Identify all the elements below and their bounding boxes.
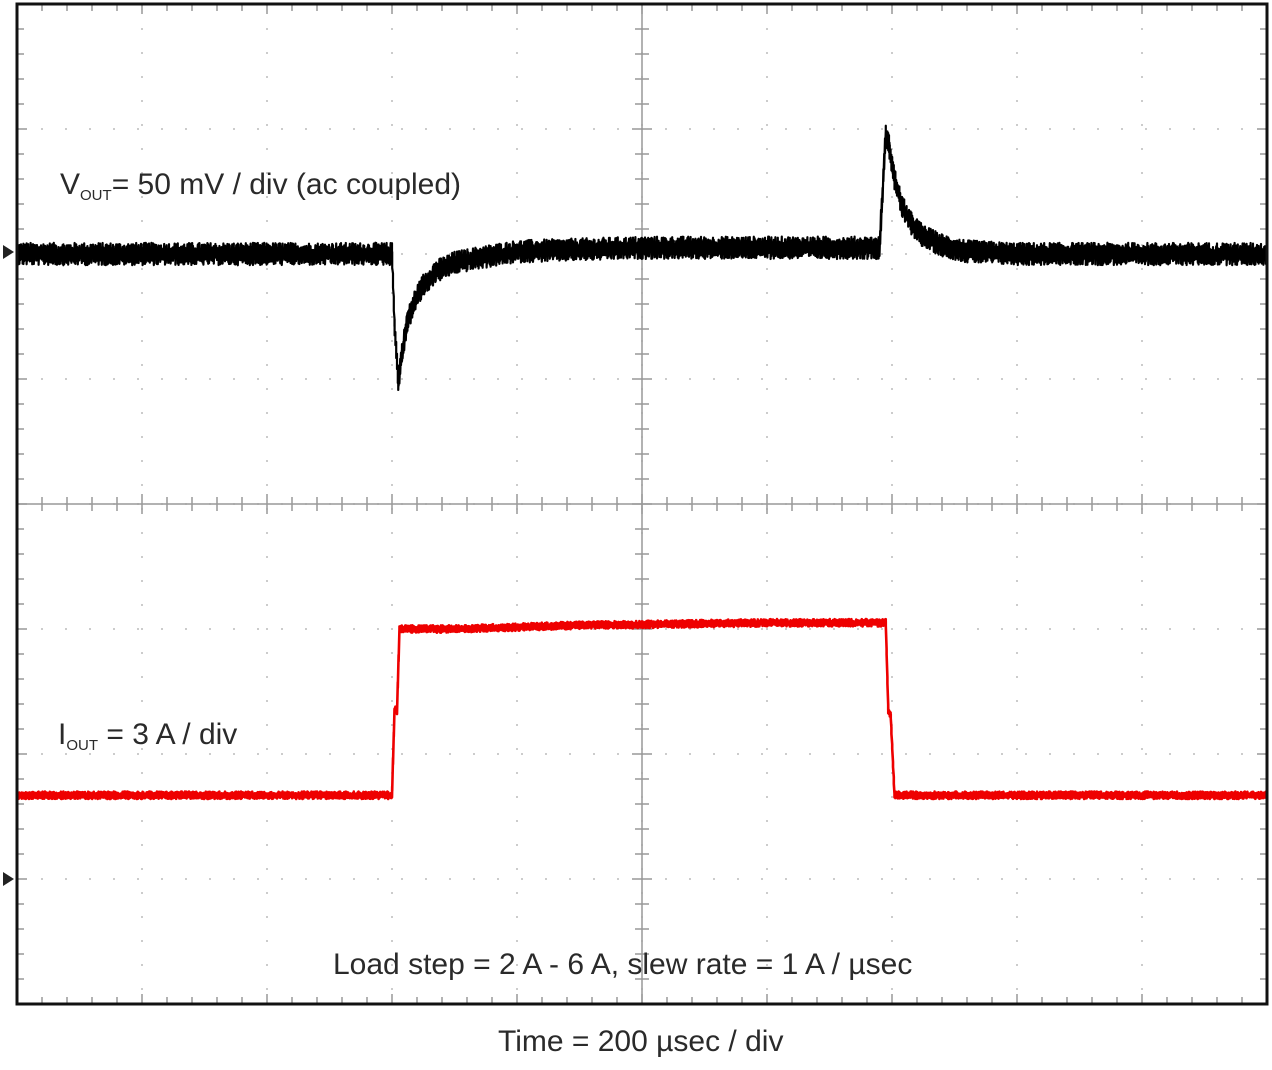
time-scale-label: Time = 200 µsec / div xyxy=(498,1025,784,1058)
iout-ground-marker xyxy=(3,872,14,886)
vout-ground-marker xyxy=(3,245,14,259)
iout-trace xyxy=(15,617,1269,801)
iout-scale-label: IOUT = 3 A / div xyxy=(58,718,238,754)
vout-trace xyxy=(15,124,1269,392)
traces xyxy=(15,124,1269,801)
vout-scale-label: VOUT= 50 mV / div (ac coupled) xyxy=(60,168,462,204)
grid xyxy=(16,3,1268,1005)
load-step-annotation: Load step = 2 A - 6 A, slew rate = 1 A /… xyxy=(333,948,913,981)
plot-border xyxy=(15,2,1269,1006)
